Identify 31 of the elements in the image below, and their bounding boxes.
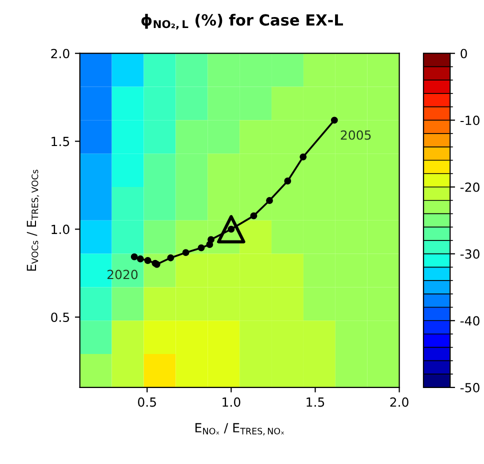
- point: [300, 153, 307, 160]
- y-tick-label: 1.0: [52, 224, 70, 234]
- color-bar-label: -30: [460, 249, 480, 259]
- x-tick-label: 1.5: [306, 398, 324, 407]
- x-axis-title: E$_{NOₓ}$ / E$_{TRES,NOₓ}$: [195, 423, 284, 436]
- x-tick-label: 0.5: [138, 397, 156, 407]
- point: [330, 116, 338, 124]
- annotation: 2005: [340, 130, 371, 140]
- point: [206, 241, 214, 248]
- chart-title: ϕ$_{NO₂,L}$ (%) for Case EX-L: [141, 14, 343, 30]
- point: [198, 244, 205, 252]
- color-bar-label: -50: [460, 382, 480, 392]
- y-tick-label: 1.5: [52, 136, 70, 146]
- point: [182, 249, 190, 256]
- point: [167, 254, 174, 262]
- y-axis-title: E$_{VOCs}$ / E$_{TRES,VOCs}$: [26, 170, 40, 271]
- point: [284, 178, 292, 184]
- point: [250, 212, 258, 220]
- x-tick-label: 1.0: [222, 397, 240, 407]
- y-tick-label: 2.0: [51, 48, 70, 58]
- x-tick-label: 2.0: [390, 397, 408, 407]
- y-tick-label: 0.5: [51, 312, 70, 322]
- point: [266, 197, 273, 204]
- point: [144, 257, 152, 264]
- color-bar-label: -20: [460, 182, 480, 192]
- point: [136, 255, 144, 262]
- color-bar-label: -10: [460, 116, 480, 126]
- point: [130, 253, 138, 260]
- color-bar-label: 0: [460, 48, 467, 58]
- color-bar-label: -40: [460, 316, 480, 326]
- annotation: 2020: [107, 270, 138, 280]
